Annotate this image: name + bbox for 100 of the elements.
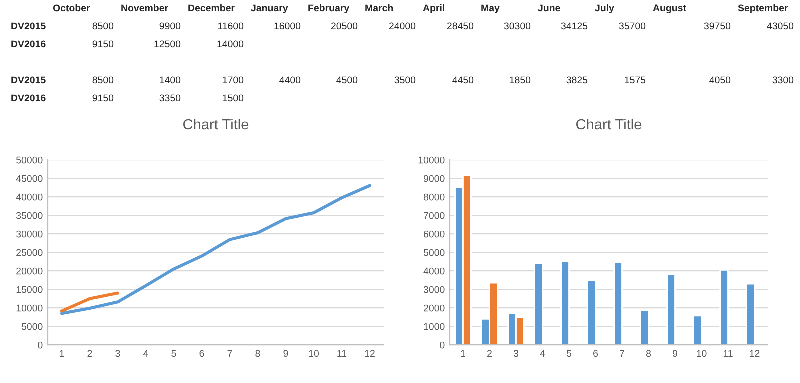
x-tick-label: 7 [228,350,232,357]
bar [560,261,570,346]
text: 34125 [561,22,588,30]
text: 1575 [625,76,646,84]
x-tick-label: 8 [646,350,652,358]
y-tick-label: 30000 [16,230,43,238]
x-tick-label: 8 [256,350,260,358]
y-tick-label: 9000 [424,175,445,182]
text: 20500 [331,22,358,30]
y-tick-label: 35000 [16,212,43,220]
y-tick-label: 40000 [16,194,43,201]
y-tick-label: 0 [38,342,43,349]
text: 3500 [394,76,416,84]
text: 4450 [452,76,474,84]
text: June [538,4,560,12]
y-tick-label: 10000 [16,304,43,312]
bar [720,269,729,346]
text: 4500 [336,76,358,84]
bar [534,262,544,346]
text: February [308,4,350,14]
text: 3300 [772,76,794,84]
chart-title: Chart Title [184,118,249,130]
text: 43050 [767,22,794,30]
text: DV2015 [12,76,46,84]
x-tick-label: 1 [461,350,466,357]
text: 12500 [154,40,181,48]
x-tick-label: 9 [673,350,678,358]
x-tick-label: 4 [144,350,148,357]
y-tick-label: 2000 [424,304,445,312]
text: August [653,4,686,14]
text: 4050 [710,76,731,84]
chart-title: Chart Title [576,118,642,130]
text: 11600 [218,22,244,30]
y-tick-label: 4000 [424,268,445,275]
text: 1400 [160,76,181,84]
y-tick-label: 25000 [16,249,43,256]
x-tick-label: 11 [724,350,733,357]
x-tick-label: 10 [697,350,707,358]
text: DV2016 [12,94,46,102]
y-tick-label: 6000 [424,230,445,238]
text: 4400 [280,76,301,84]
text: 9150 [92,94,114,102]
text: December [188,4,235,12]
y-tick-label: 7000 [424,212,445,220]
y-tick-label: 0 [440,342,445,349]
text: 14000 [218,40,244,48]
text: 3350 [160,94,181,102]
text: 3825 [566,76,588,84]
text: 16000 [274,22,301,30]
text: September [738,4,788,14]
text: DV2015 [12,22,46,30]
x-tick-label: 12 [365,350,375,357]
x-tick-label: 12 [750,350,760,357]
x-tick-label: 2 [488,350,492,357]
y-tick-label: 15000 [16,286,43,294]
y-tick-label: 5000 [22,323,43,330]
text: 39750 [704,22,731,30]
bar [587,280,596,346]
text: March [366,4,394,12]
bar [640,310,650,346]
text: DV2016 [12,40,46,48]
text: May [482,4,500,14]
text: 9150 [92,40,114,48]
text: 1700 [223,76,244,84]
x-tick-label: 11 [338,350,347,357]
text: 8500 [92,76,114,84]
x-tick-label: 2 [88,350,92,357]
x-tick-label: 1 [60,350,64,357]
text: 30300 [504,22,531,30]
y-tick-label: 45000 [16,175,43,182]
text: January [251,4,288,14]
line-series [60,184,372,316]
bar [746,283,756,346]
text: 28450 [447,22,474,30]
y-tick-label: 3000 [424,286,445,294]
text: July [595,4,614,14]
x-tick-label: 6 [594,350,598,358]
text: 9900 [160,22,181,30]
y-tick-label: 8000 [424,194,445,201]
text: 1500 [223,94,244,102]
x-tick-label: 7 [620,350,624,357]
x-tick-label: 5 [566,350,572,358]
bar [614,262,623,346]
bar [666,274,676,346]
text: November [122,4,168,12]
y-tick-label: 5000 [424,249,445,256]
text: 1850 [510,76,531,84]
x-tick-label: 3 [514,350,519,358]
bar [693,315,702,346]
x-tick-label: 4 [540,350,546,357]
x-tick-label: 3 [116,350,120,358]
x-tick-label: 6 [200,350,204,358]
text: October [53,4,90,12]
y-tick-label: 20000 [16,268,43,275]
text: April [423,4,444,14]
text: 24000 [389,22,416,30]
x-tick-label: 9 [284,350,288,358]
y-tick-label: 1000 [424,323,445,330]
y-tick-label: 50000 [16,156,43,164]
y-tick-label: 10000 [418,156,445,164]
